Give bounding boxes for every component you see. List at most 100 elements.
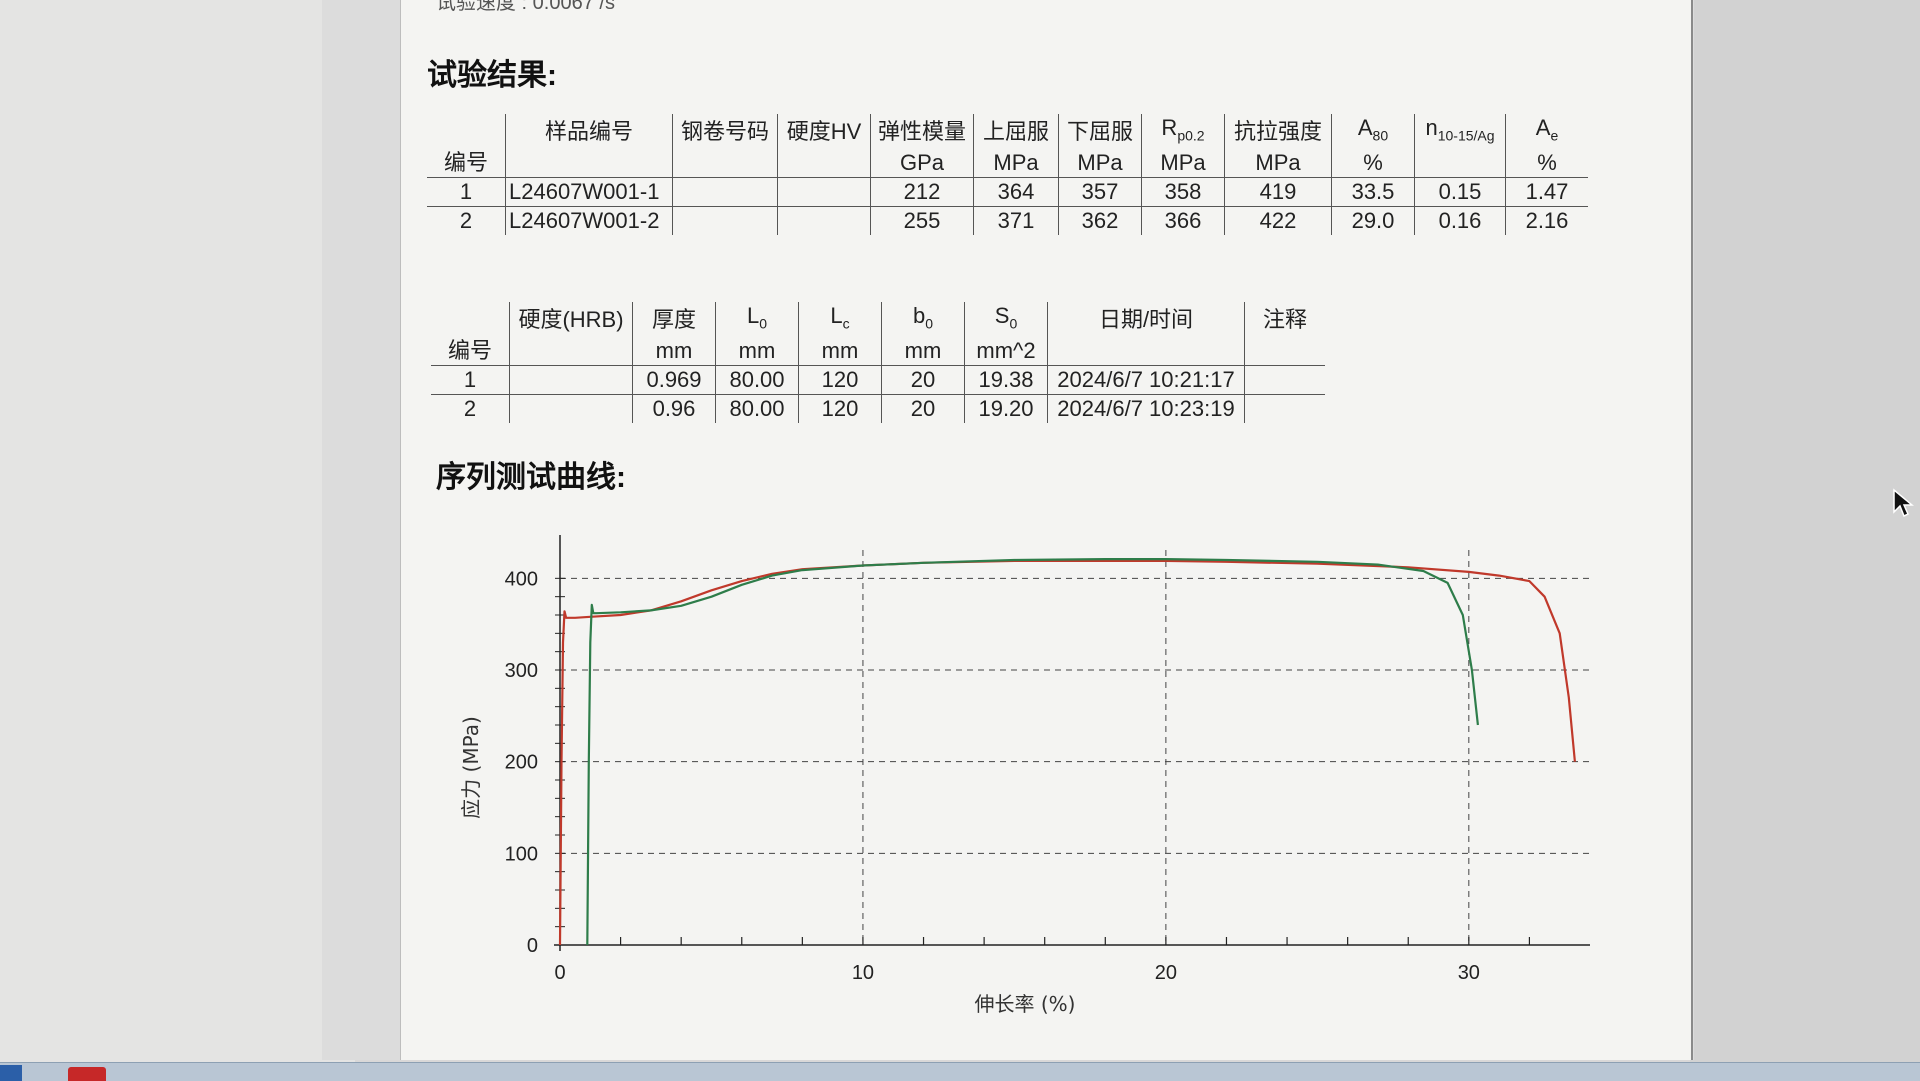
table-cell <box>672 206 778 236</box>
table-cell: 2 <box>431 394 510 424</box>
taskbar <box>0 1062 1920 1081</box>
x-tick-label: 20 <box>1155 962 1177 984</box>
params-header-top: 硬度(HRB) 厚度 L0 Lc b0 S0 日期/时间 注释 <box>431 302 1325 338</box>
x-tick-label: 30 <box>1458 962 1480 984</box>
table-cell: 80.00 <box>715 365 799 395</box>
table-row: 2 0.96 80.00 120 20 19.20 2024/6/7 10:23… <box>431 394 1325 424</box>
table-cell: 0.15 <box>1414 177 1506 207</box>
col-datetime: 日期/时间 <box>1047 302 1245 338</box>
table-cell: 371 <box>973 206 1059 236</box>
table-cell <box>509 394 633 424</box>
table-cell: 364 <box>973 177 1059 207</box>
col-blank <box>431 302 510 337</box>
unit-cell: mm^2 <box>964 337 1048 366</box>
table-cell <box>777 206 871 236</box>
table-cell: 357 <box>1058 177 1142 207</box>
table-cell: 19.38 <box>964 365 1048 395</box>
table-cell <box>777 177 871 207</box>
unit-cell: MPa <box>1141 149 1225 178</box>
table-cell: 0.16 <box>1414 206 1506 236</box>
table-row: 1 0.969 80.00 120 20 19.38 2024/6/7 10:2… <box>431 365 1325 395</box>
table-cell: 2.16 <box>1505 206 1588 236</box>
table-cell: L24607W001-1 <box>505 177 673 207</box>
col-lc: Lc <box>798 302 882 338</box>
unit-cell <box>777 149 871 178</box>
col-notes: 注释 <box>1244 302 1325 338</box>
table-cell <box>509 365 633 395</box>
table-cell: L24607W001-2 <box>505 206 673 236</box>
desk-background-right <box>1690 0 1920 1080</box>
y-tick-label: 300 <box>505 660 538 682</box>
unit-cell <box>1414 149 1506 178</box>
table-cell: 80.00 <box>715 394 799 424</box>
table-cell: 2024/6/7 10:21:17 <box>1047 365 1245 395</box>
col-blank <box>427 114 506 149</box>
col-coil-no: 钢卷号码 <box>672 114 778 150</box>
table-cell: 120 <box>798 365 882 395</box>
table-cell: 20 <box>881 394 965 424</box>
col-hardness-hrb: 硬度(HRB) <box>509 302 633 338</box>
series-line-2 <box>586 558 1479 946</box>
taskbar-app-icon[interactable] <box>68 1067 106 1081</box>
table-cell: 120 <box>798 394 882 424</box>
table-cell: 0.96 <box>632 394 716 424</box>
table-cell: 2 <box>427 206 506 236</box>
header-no: 编号 <box>443 150 488 176</box>
report-page: 试验速度 : 0.0067 /s 试验结果: 样品编号 钢卷号码 硬度HV 弹性… <box>400 0 1693 1060</box>
col-sample-no: 样品编号 <box>505 114 673 150</box>
results-header-top: 样品编号 钢卷号码 硬度HV 弹性模量 上屈服 下屈服 Rp0.2 抗拉强度 A… <box>427 114 1588 150</box>
unit-cell: MPa <box>1058 149 1142 178</box>
table-cell: 1 <box>427 177 506 207</box>
y-tick-label: 200 <box>505 752 538 774</box>
col-hardness-hv: 硬度HV <box>777 114 871 150</box>
table-cell: 33.5 <box>1331 177 1415 207</box>
unit-cell: mm <box>632 337 716 366</box>
table-cell: 358 <box>1141 177 1225 207</box>
table-cell <box>1244 394 1325 424</box>
table-cell: 212 <box>870 177 974 207</box>
unit-cell: mm <box>715 337 799 366</box>
unit-cell <box>509 337 633 366</box>
table-cell: 0.969 <box>632 365 716 395</box>
unit-cell <box>505 149 673 178</box>
table-row: 1 L24607W001-1 212 364 357 358 419 33.5 … <box>427 177 1588 207</box>
unit-cell <box>1244 337 1325 366</box>
x-tick-label: 10 <box>852 962 874 984</box>
table-cell: 19.20 <box>964 394 1048 424</box>
col-modulus: 弹性模量 <box>870 114 974 150</box>
table-cell: 419 <box>1224 177 1332 207</box>
col-ae: Ae <box>1505 114 1588 150</box>
series-line-1 <box>558 559 1576 946</box>
x-axis-label: 伸长率 (%) <box>975 992 1076 1016</box>
table-cell <box>1244 365 1325 395</box>
col-s0: S0 <box>964 302 1048 338</box>
col-upper-yield: 上屈服 <box>973 114 1059 150</box>
table-cell: 366 <box>1141 206 1225 236</box>
table-cell: 255 <box>870 206 974 236</box>
unit-cell: GPa <box>870 149 974 178</box>
params-header-bottom: 编号 mm mm mm mm mm^2 <box>431 337 1325 366</box>
mouse-pointer-icon <box>1893 488 1914 518</box>
unit-cell <box>1047 337 1245 366</box>
y-axis-label: 应力 (MPa) <box>459 716 483 819</box>
results-header-bottom: 编号 GPa MPa MPa MPa MPa % % <box>427 149 1588 178</box>
table-cell: 2024/6/7 10:23:19 <box>1047 394 1245 424</box>
table-cell: 1 <box>431 365 510 395</box>
unit-cell <box>672 149 778 178</box>
col-tensile: 抗拉强度 <box>1224 114 1332 150</box>
unit-cell: % <box>1505 149 1588 178</box>
results-table: 样品编号 钢卷号码 硬度HV 弹性模量 上屈服 下屈服 Rp0.2 抗拉强度 A… <box>427 114 1588 236</box>
start-button[interactable] <box>0 1065 22 1081</box>
header-no: 编号 <box>447 338 492 364</box>
unit-cell: mm <box>798 337 882 366</box>
unit-cell: % <box>1331 149 1415 178</box>
table-cell: 29.0 <box>1331 206 1415 236</box>
col-lower-yield: 下屈服 <box>1058 114 1142 150</box>
test-speed-line: 试验速度 : 0.0067 /s <box>436 0 615 14</box>
params-table: 硬度(HRB) 厚度 L0 Lc b0 S0 日期/时间 注释 编号 mm mm… <box>431 302 1325 424</box>
curve-heading: 序列测试曲线: <box>436 461 626 494</box>
x-tick-label: 0 <box>554 962 565 984</box>
y-tick-label: 400 <box>505 568 538 590</box>
col-thickness: 厚度 <box>632 302 716 338</box>
col-n-value: n10-15/Ag <box>1414 114 1506 150</box>
